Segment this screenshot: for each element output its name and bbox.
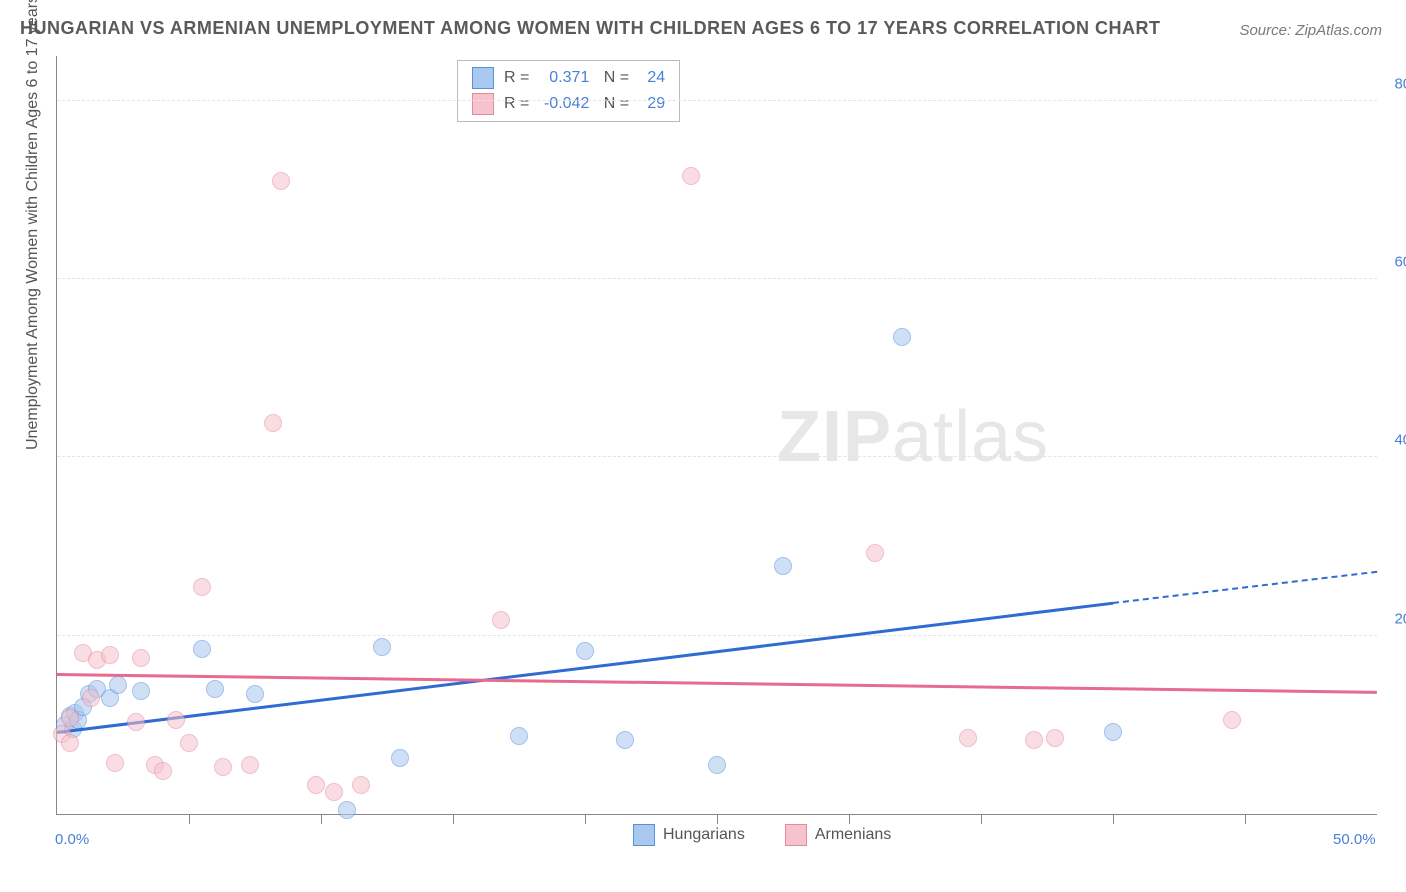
legend-item: Armenians (785, 824, 891, 846)
data-point (180, 734, 198, 752)
x-axis-label: 0.0% (55, 831, 89, 848)
y-tick-label: 60.0% (1382, 253, 1406, 270)
data-point (307, 776, 325, 794)
y-tick-label: 80.0% (1382, 75, 1406, 92)
scatter-plot: ZIPatlas R =0.371 N =24R =-0.042 N =29 H… (56, 56, 1377, 815)
data-point (132, 649, 150, 667)
source-label: Source: ZipAtlas.com (1239, 22, 1382, 39)
x-tick (981, 814, 982, 824)
legend-item: Hungarians (633, 824, 745, 846)
legend-swatch (472, 67, 494, 89)
chart-title: HUNGARIAN VS ARMENIAN UNEMPLOYMENT AMONG… (20, 18, 1161, 39)
correlation-stats-box: R =0.371 N =24R =-0.042 N =29 (457, 60, 680, 122)
x-tick (1245, 814, 1246, 824)
data-point (774, 557, 792, 575)
stats-row: R =0.371 N =24 (472, 65, 665, 91)
data-point (708, 756, 726, 774)
x-tick (585, 814, 586, 824)
stats-row: R =-0.042 N =29 (472, 91, 665, 117)
data-point (214, 758, 232, 776)
data-point (106, 754, 124, 772)
data-point (193, 578, 211, 596)
data-point (1025, 731, 1043, 749)
data-point (272, 172, 290, 190)
data-point (61, 734, 79, 752)
data-point (373, 638, 391, 656)
data-point (576, 642, 594, 660)
legend-swatch (633, 824, 655, 846)
data-point (616, 731, 634, 749)
data-point (510, 727, 528, 745)
data-point (206, 680, 224, 698)
data-point (682, 167, 700, 185)
data-point (101, 646, 119, 664)
trend-line (1113, 571, 1377, 604)
y-tick-label: 40.0% (1382, 432, 1406, 449)
gridline (57, 635, 1377, 636)
data-point (893, 328, 911, 346)
data-point (167, 711, 185, 729)
data-point (338, 801, 356, 819)
x-tick (849, 814, 850, 824)
data-point (193, 640, 211, 658)
data-point (1046, 729, 1064, 747)
data-point (325, 783, 343, 801)
y-axis-label: Unemployment Among Women with Children A… (24, 0, 42, 450)
x-tick (1113, 814, 1114, 824)
gridline (57, 456, 1377, 457)
data-point (1223, 711, 1241, 729)
legend-swatch (472, 93, 494, 115)
x-tick (717, 814, 718, 824)
data-point (492, 611, 510, 629)
x-tick (189, 814, 190, 824)
x-tick (321, 814, 322, 824)
data-point (127, 713, 145, 731)
bottom-legend: Hungarians Armenians (633, 824, 891, 846)
data-point (391, 749, 409, 767)
data-point (246, 685, 264, 703)
legend-swatch (785, 824, 807, 846)
data-point (241, 756, 259, 774)
data-point (264, 414, 282, 432)
gridline (57, 278, 1377, 279)
x-tick (453, 814, 454, 824)
data-point (109, 676, 127, 694)
trend-line (57, 602, 1113, 734)
watermark: ZIPatlas (777, 396, 1049, 478)
y-tick-label: 20.0% (1382, 610, 1406, 627)
data-point (959, 729, 977, 747)
data-point (1104, 723, 1122, 741)
data-point (132, 682, 150, 700)
x-axis-label: 50.0% (1333, 831, 1376, 848)
gridline (57, 100, 1377, 101)
data-point (61, 709, 79, 727)
data-point (82, 689, 100, 707)
data-point (352, 776, 370, 794)
data-point (154, 762, 172, 780)
data-point (866, 544, 884, 562)
